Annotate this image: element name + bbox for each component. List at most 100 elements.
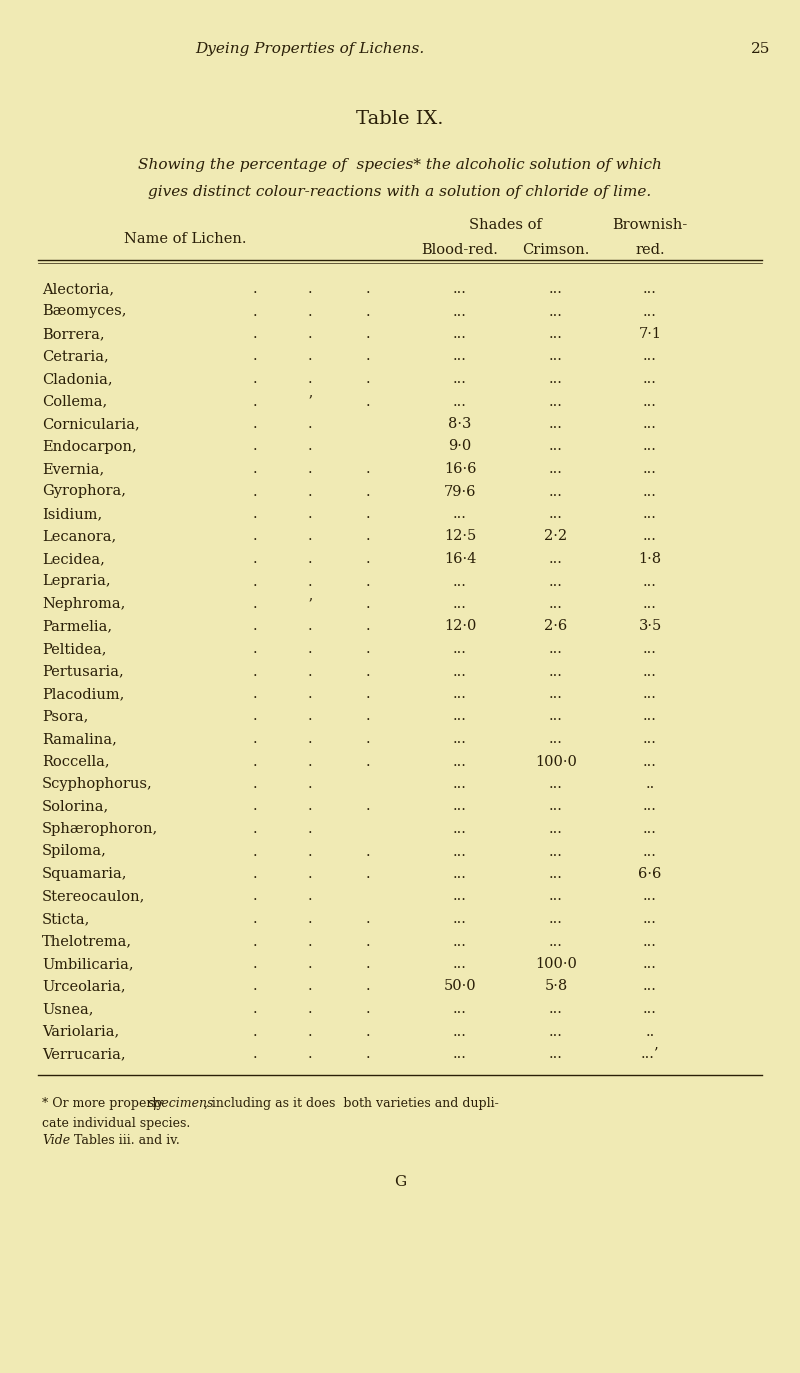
- Text: .: .: [366, 643, 370, 656]
- Text: .: .: [308, 957, 312, 971]
- Text: ...: ...: [549, 574, 563, 589]
- Text: 3·5: 3·5: [638, 619, 662, 633]
- Text: ...: ...: [643, 822, 657, 836]
- Text: , including as it does  both varieties and dupli-: , including as it does both varieties an…: [204, 1097, 498, 1109]
- Text: .: .: [253, 979, 258, 994]
- Text: .: .: [366, 710, 370, 724]
- Text: Placodium,: Placodium,: [42, 686, 124, 702]
- Text: * Or more properly: * Or more properly: [42, 1097, 167, 1109]
- Text: gives distinct colour-reactions with a solution of chloride of lime.: gives distinct colour-reactions with a s…: [148, 185, 652, 199]
- Text: Sticta,: Sticta,: [42, 912, 90, 925]
- Text: ...: ...: [453, 1048, 467, 1061]
- Text: .: .: [253, 1002, 258, 1016]
- Text: .: .: [308, 935, 312, 949]
- Text: Roccella,: Roccella,: [42, 755, 110, 769]
- Text: ...: ...: [549, 710, 563, 724]
- Text: .: .: [366, 372, 370, 386]
- Text: .: .: [253, 552, 258, 566]
- Text: .: .: [253, 755, 258, 769]
- Text: .: .: [253, 866, 258, 881]
- Text: .: .: [253, 1024, 258, 1038]
- Text: ...: ...: [549, 327, 563, 341]
- Text: ...: ...: [643, 732, 657, 746]
- Text: ...: ...: [549, 552, 563, 566]
- Text: ...: ...: [643, 686, 657, 702]
- Text: ...: ...: [453, 1024, 467, 1038]
- Text: Bæomyces,: Bæomyces,: [42, 305, 126, 319]
- Text: .: .: [308, 799, 312, 813]
- Text: .: .: [253, 777, 258, 791]
- Text: .: .: [308, 866, 312, 881]
- Text: Evernia,: Evernia,: [42, 461, 104, 476]
- Text: Crimson.: Crimson.: [522, 243, 590, 257]
- Text: Endocarpon,: Endocarpon,: [42, 439, 137, 453]
- Text: ...: ...: [549, 417, 563, 431]
- Text: Spiloma,: Spiloma,: [42, 844, 107, 858]
- Text: ...: ...: [643, 485, 657, 498]
- Text: 2·2: 2·2: [545, 530, 567, 544]
- Text: .: .: [308, 485, 312, 498]
- Text: ..: ..: [646, 1024, 654, 1038]
- Text: Name of Lichen.: Name of Lichen.: [124, 232, 246, 246]
- Text: .: .: [366, 755, 370, 769]
- Text: ...: ...: [549, 822, 563, 836]
- Text: ...: ...: [643, 755, 657, 769]
- Text: .: .: [308, 822, 312, 836]
- Text: .: .: [308, 1024, 312, 1038]
- Text: ...: ...: [549, 372, 563, 386]
- Text: .: .: [308, 643, 312, 656]
- Text: .: .: [308, 710, 312, 724]
- Text: .: .: [253, 327, 258, 341]
- Text: .: .: [366, 305, 370, 319]
- Text: 50·0: 50·0: [444, 979, 476, 994]
- Text: .: .: [308, 1048, 312, 1061]
- Text: 2·6: 2·6: [544, 619, 568, 633]
- Text: ...: ...: [549, 866, 563, 881]
- Text: Lepraria,: Lepraria,: [42, 574, 110, 589]
- Text: .: .: [253, 822, 258, 836]
- Text: .: .: [366, 394, 370, 409]
- Text: .: .: [308, 530, 312, 544]
- Text: ...: ...: [643, 417, 657, 431]
- Text: ...: ...: [643, 530, 657, 544]
- Text: .: .: [366, 912, 370, 925]
- Text: .: .: [253, 957, 258, 971]
- Text: ...: ...: [549, 1024, 563, 1038]
- Text: ...: ...: [453, 597, 467, 611]
- Text: ...: ...: [549, 890, 563, 903]
- Text: .: .: [366, 686, 370, 702]
- Text: ...’: ...’: [641, 1048, 659, 1061]
- Text: Borrera,: Borrera,: [42, 327, 105, 341]
- Text: .: .: [308, 552, 312, 566]
- Text: Table IX.: Table IX.: [356, 110, 444, 128]
- Text: Usnea,: Usnea,: [42, 1002, 94, 1016]
- Text: Parmelia,: Parmelia,: [42, 619, 112, 633]
- Text: .: .: [308, 979, 312, 994]
- Text: .: .: [366, 1002, 370, 1016]
- Text: Cladonia,: Cladonia,: [42, 372, 113, 386]
- Text: ...: ...: [549, 485, 563, 498]
- Text: .: .: [253, 305, 258, 319]
- Text: Ramalina,: Ramalina,: [42, 732, 117, 746]
- Text: ...: ...: [549, 732, 563, 746]
- Text: Collema,: Collema,: [42, 394, 107, 409]
- Text: .: .: [366, 844, 370, 858]
- Text: ...: ...: [549, 461, 563, 476]
- Text: .: .: [366, 485, 370, 498]
- Text: Verrucaria,: Verrucaria,: [42, 1048, 126, 1061]
- Text: .: .: [253, 799, 258, 813]
- Text: ...: ...: [643, 597, 657, 611]
- Text: .: .: [253, 935, 258, 949]
- Text: Alectoria,: Alectoria,: [42, 281, 114, 297]
- Text: Urceolaria,: Urceolaria,: [42, 979, 126, 994]
- Text: 16·4: 16·4: [444, 552, 476, 566]
- Text: ...: ...: [453, 799, 467, 813]
- Text: ...: ...: [549, 686, 563, 702]
- Text: 12·0: 12·0: [444, 619, 476, 633]
- Text: .: .: [308, 417, 312, 431]
- Text: .: .: [308, 755, 312, 769]
- Text: ...: ...: [453, 350, 467, 364]
- Text: .: .: [308, 777, 312, 791]
- Text: .: .: [366, 957, 370, 971]
- Text: .: .: [253, 732, 258, 746]
